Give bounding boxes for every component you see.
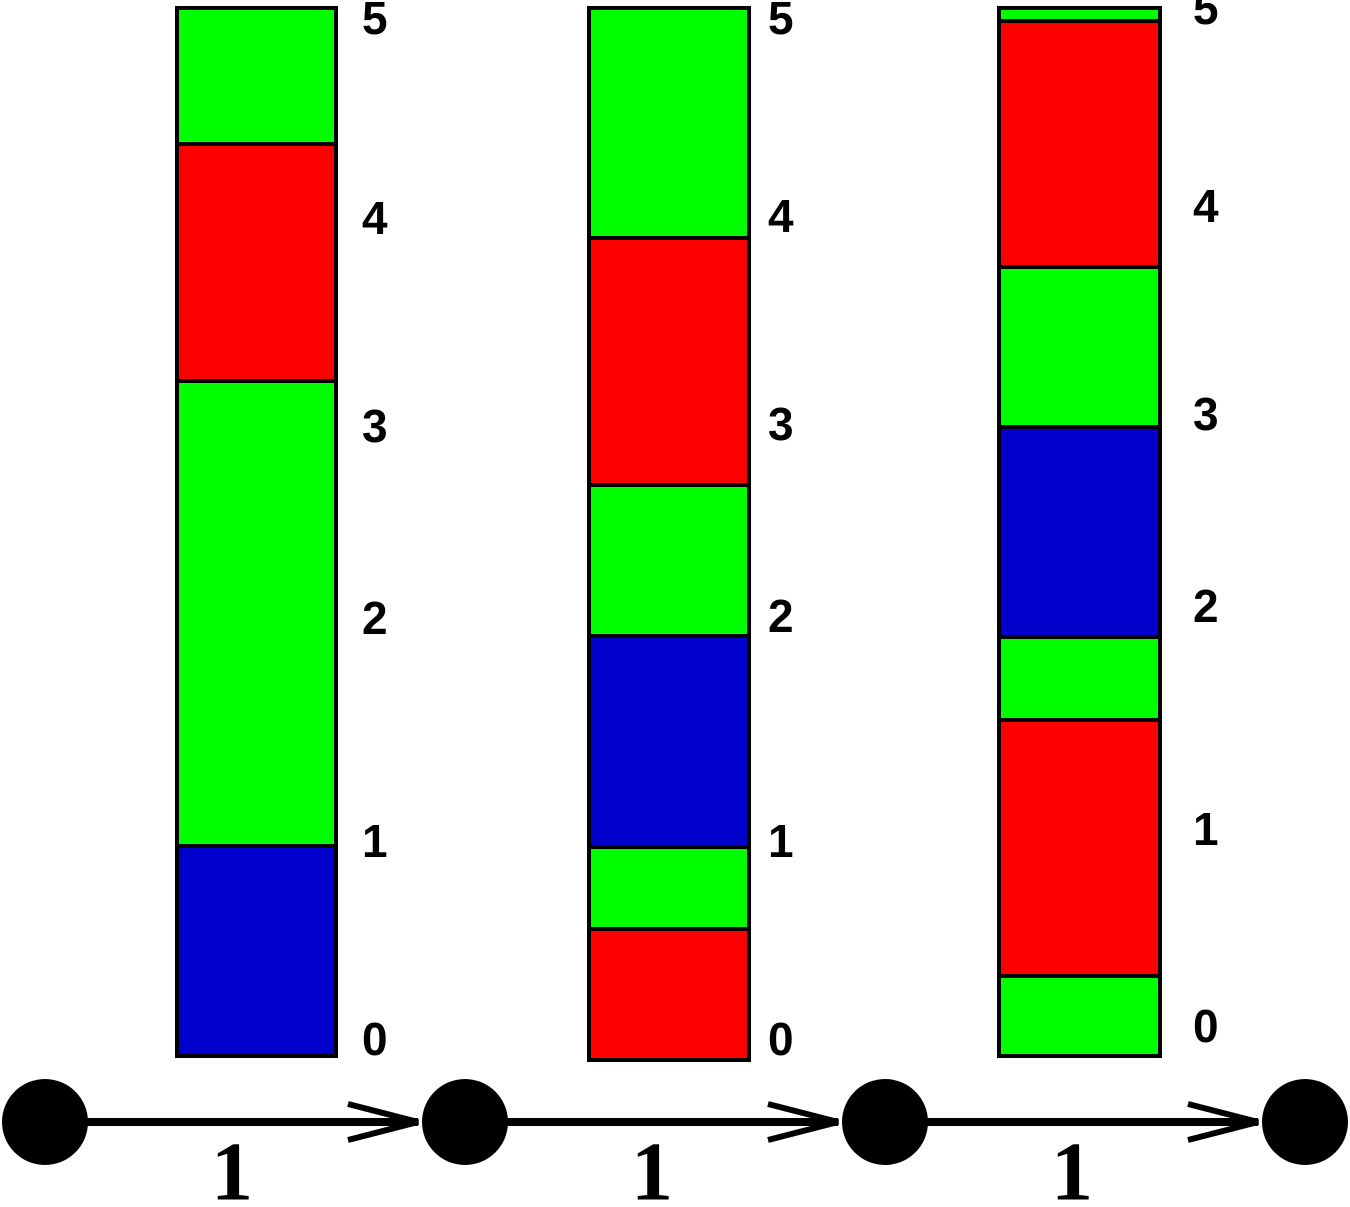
segment [175,844,338,1058]
scale-label: 0 [768,1013,794,1065]
segment [997,635,1162,722]
segment [587,483,751,638]
segment [175,142,338,383]
scale-label: 1 [1193,803,1219,855]
arrowhead [1187,1101,1259,1143]
edge-label: 1 [211,1125,253,1207]
segment [587,236,751,487]
scale-label: 0 [362,1013,388,1065]
segment [997,974,1162,1058]
node [842,1079,928,1165]
scale-label: 3 [768,398,794,450]
edge-label: 1 [631,1125,673,1207]
segment [175,379,338,848]
scale-label: 2 [1193,580,1219,632]
arrowhead [767,1101,839,1143]
segment [587,634,751,849]
scale-label: 5 [362,0,388,44]
node [422,1079,508,1165]
scale-label: 0 [1193,1000,1219,1052]
column [997,6,1162,1058]
scale-label: 4 [1193,180,1219,232]
segment [997,19,1162,269]
scale-label: 2 [362,592,388,644]
node [1262,1079,1348,1165]
scale-label: 3 [1193,388,1219,440]
scale-label: 2 [768,590,794,642]
arrowhead [347,1101,419,1143]
scale-label: 5 [768,0,794,44]
scale-label: 1 [362,815,388,867]
node [2,1079,88,1165]
scale-label: 5 [1193,0,1219,34]
segment [997,718,1162,978]
edge-label: 1 [1051,1125,1093,1207]
segment [587,6,751,240]
segment [175,6,338,146]
column [587,6,751,1062]
segment [587,845,751,931]
chain [2,1079,1348,1165]
segment [997,425,1162,639]
scale-label: 1 [768,815,794,867]
segment [997,265,1162,429]
scale-label: 4 [768,190,794,242]
segment [587,927,751,1062]
scale-label: 4 [362,192,388,244]
column [175,6,338,1058]
scale-label: 3 [362,400,388,452]
